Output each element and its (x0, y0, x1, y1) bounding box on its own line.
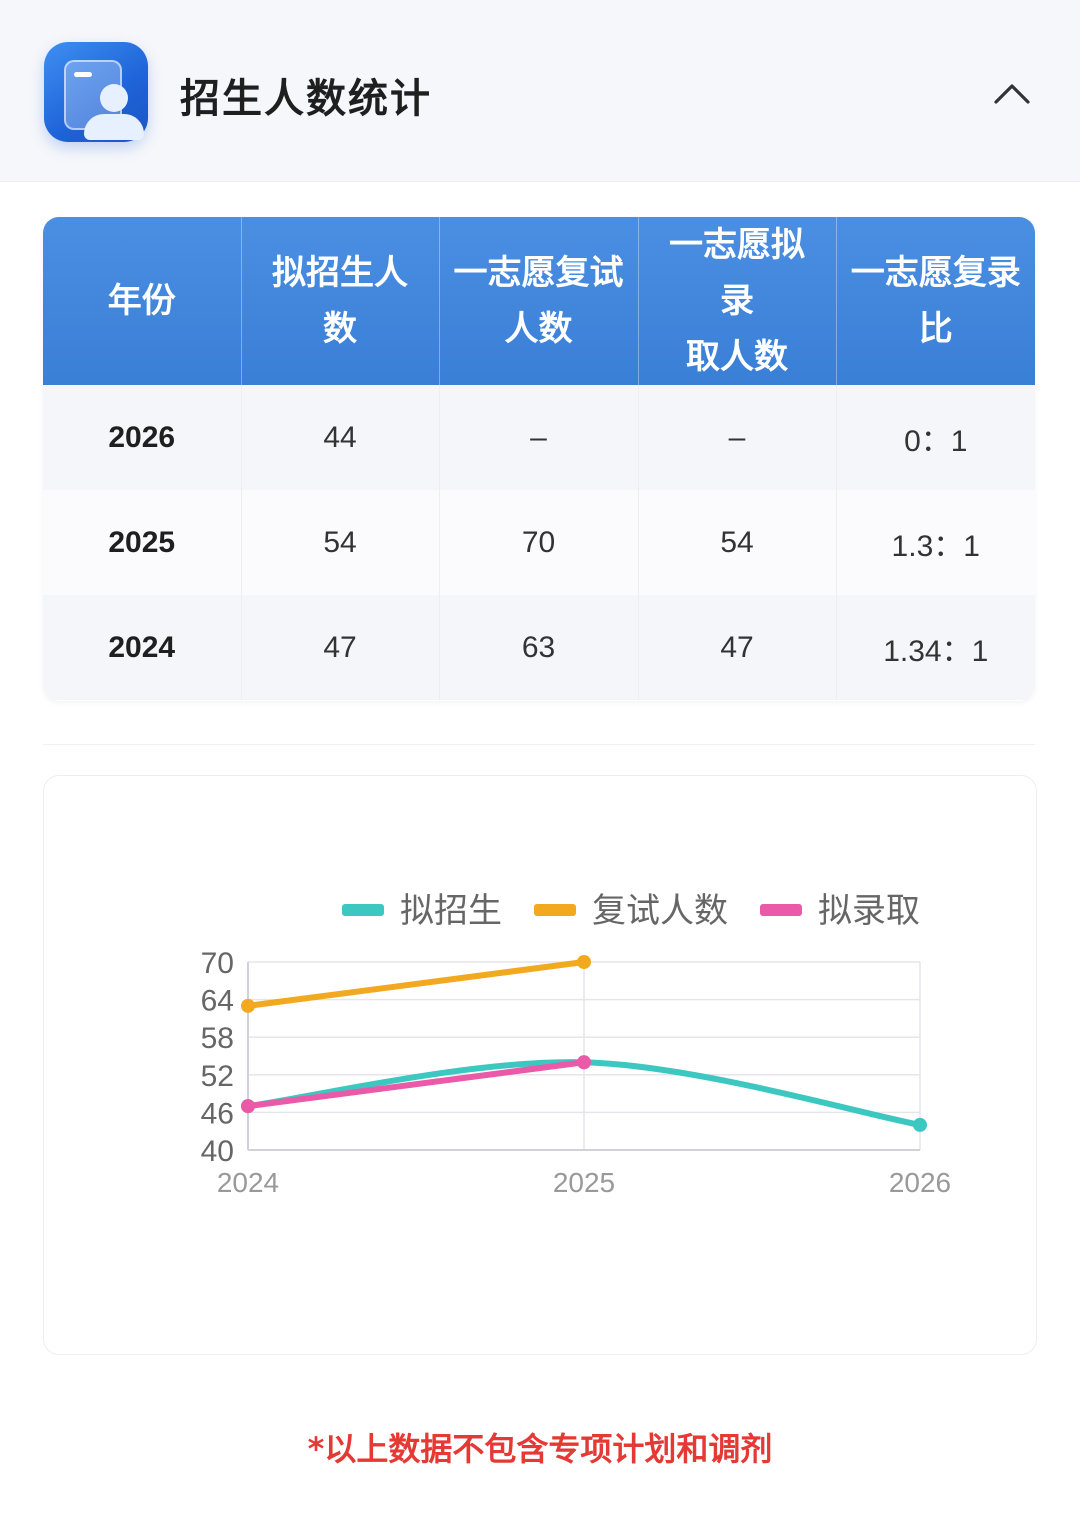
data-point (241, 998, 255, 1013)
table-header-row: 年份 拟招生人数 一志愿复试 人数 一志愿拟录 取人数 一志愿复录比 (43, 217, 1035, 385)
legend-swatch (534, 904, 576, 916)
header: 招生人数统计 (0, 0, 1080, 182)
enrollment-table: 年份 拟招生人数 一志愿复试 人数 一志愿拟录 取人数 一志愿复录比 2026 44… (43, 217, 1035, 701)
series-line (245, 959, 587, 1009)
cell-ratio: 0：1 (836, 385, 1035, 490)
student-card-icon (44, 42, 148, 142)
y-tick-label: 70 (201, 947, 234, 980)
column-header-admitted: 一志愿拟录 取人数 (638, 217, 837, 385)
x-tick-label: 2026 (889, 1167, 951, 1198)
cell-year: 2024 (43, 595, 242, 700)
y-tick-label: 52 (201, 1060, 234, 1093)
cell-planned: 47 (241, 595, 440, 700)
legend-label: 拟录取 (818, 891, 920, 931)
x-tick-label: 2024 (217, 1167, 279, 1198)
footnote: *以上数据不包含专项计划和调剂 (307, 1430, 773, 1468)
column-header-retest: 一志愿复试 人数 (439, 217, 639, 385)
cell-retest: – (439, 385, 639, 490)
page-title: 招生人数统计 (180, 76, 432, 122)
cell-admitted: – (638, 385, 837, 490)
table-row: 2025 54 70 54 1.3：1 (43, 490, 1035, 595)
y-tick-label: 40 (201, 1135, 234, 1168)
column-header-year: 年份 (43, 217, 242, 385)
legend-label: 复试人数 (592, 891, 728, 931)
column-header-ratio: 一志愿复录比 (836, 217, 1035, 385)
cell-ratio: 1.34：1 (836, 595, 1035, 700)
cell-ratio: 1.3：1 (836, 490, 1035, 595)
x-tick-label: 2025 (553, 1167, 615, 1198)
cell-admitted: 54 (638, 490, 837, 595)
cell-year: 2026 (43, 385, 242, 490)
chart-card: 40 46 52 58 64 70 2024 2025 2026 拟招生 复试人数 拟录取 (43, 775, 1037, 1355)
chevron-up-icon[interactable] (992, 78, 1032, 108)
legend-swatch (342, 904, 384, 916)
data-point (577, 1055, 591, 1070)
cell-planned: 44 (241, 385, 440, 490)
data-point (577, 955, 591, 969)
data-point (241, 1099, 255, 1114)
y-tick-label: 64 (201, 985, 234, 1018)
legend-label: 拟招生 (400, 891, 502, 931)
table-row: 2024 47 63 47 1.34：1 (43, 595, 1035, 700)
series-line (245, 1059, 587, 1110)
column-header-planned: 拟招生人数 (241, 217, 440, 385)
cell-year: 2025 (43, 490, 242, 595)
table-row: 2026 44 – – 0：1 (43, 385, 1035, 490)
cell-retest: 63 (439, 595, 639, 700)
cell-retest: 70 (439, 490, 639, 595)
cell-planned: 54 (241, 490, 440, 595)
line-chart: 40 46 52 58 64 70 2024 2025 2026 拟招生 复试人数 拟录取 (201, 891, 952, 1198)
legend-swatch (760, 904, 802, 916)
cell-admitted: 47 (638, 595, 837, 700)
y-tick-label: 58 (201, 1022, 234, 1055)
data-point (913, 1117, 927, 1132)
y-tick-label: 46 (201, 1097, 234, 1130)
divider (43, 744, 1035, 745)
